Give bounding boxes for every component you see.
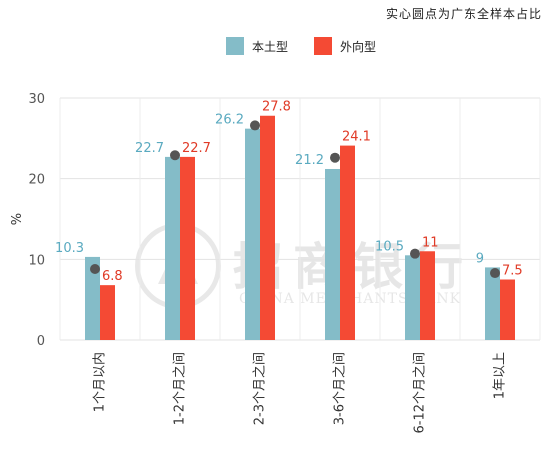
y-tick-label: 10: [28, 253, 45, 268]
bar-series-2: [420, 251, 435, 340]
bar-series-2: [340, 145, 355, 340]
data-label-series-1: 10.3: [55, 241, 84, 256]
x-tick-label: 1-2个月之间: [173, 352, 188, 425]
chart-note: 实心圆点为广东全样本占比: [385, 7, 542, 21]
y-tick-label: 0: [37, 334, 45, 349]
y-tick-label: 20: [28, 173, 45, 188]
bar-series-2: [180, 156, 195, 340]
marker-dot: [250, 120, 260, 131]
legend-swatch-series-2: [314, 37, 333, 55]
bar-series-2: [260, 115, 275, 340]
marker-dot: [490, 268, 500, 279]
data-label-series-1: 21.2: [295, 153, 324, 168]
data-label-series-2: 22.7: [182, 141, 211, 156]
marker-dot: [90, 264, 100, 275]
bar-series-1: [485, 267, 500, 340]
data-label-series-2: 24.1: [342, 130, 371, 145]
marker-dot: [410, 248, 420, 259]
marker-dot: [330, 152, 340, 163]
x-tick-label: 1年以上: [493, 352, 508, 399]
data-label-series-2: 11: [422, 235, 439, 250]
data-label-series-1: 22.7: [135, 141, 164, 156]
bar-series-1: [165, 156, 180, 340]
chart-legend: 本土型 外向型: [226, 37, 376, 55]
bar-series-1: [245, 128, 260, 340]
data-label-series-1: 10.5: [375, 239, 404, 254]
bar-series-1: [325, 168, 340, 340]
bar-series-1: [85, 256, 100, 340]
y-axis-label: %: [10, 213, 25, 225]
marker-dot: [170, 150, 180, 161]
data-label-series-2: 7.5: [502, 264, 523, 279]
legend-swatch-series-1: [226, 37, 244, 55]
data-label-series-1: 26.2: [215, 113, 244, 128]
bar-series-1: [405, 255, 420, 340]
y-tick-label: 30: [28, 92, 45, 107]
data-label-series-2: 27.8: [262, 100, 291, 115]
legend-item-series-1: 本土型: [226, 37, 288, 55]
x-tick-label: 6-12个月之间: [413, 352, 428, 434]
data-label-series-1: 9: [476, 251, 484, 266]
legend-item-series-2: 外向型: [314, 37, 376, 55]
legend-label-series-1: 本土型: [252, 39, 289, 54]
x-tick-label: 1个月以内: [92, 352, 108, 412]
x-tick-label: 2-3个月之间: [253, 352, 268, 425]
bar-series-2: [500, 279, 515, 340]
legend-label-series-2: 外向型: [340, 39, 377, 54]
x-tick-label: 3-6个月之间: [333, 352, 348, 425]
data-label-series-2: 6.8: [102, 269, 123, 284]
bar-series-2: [100, 285, 115, 340]
